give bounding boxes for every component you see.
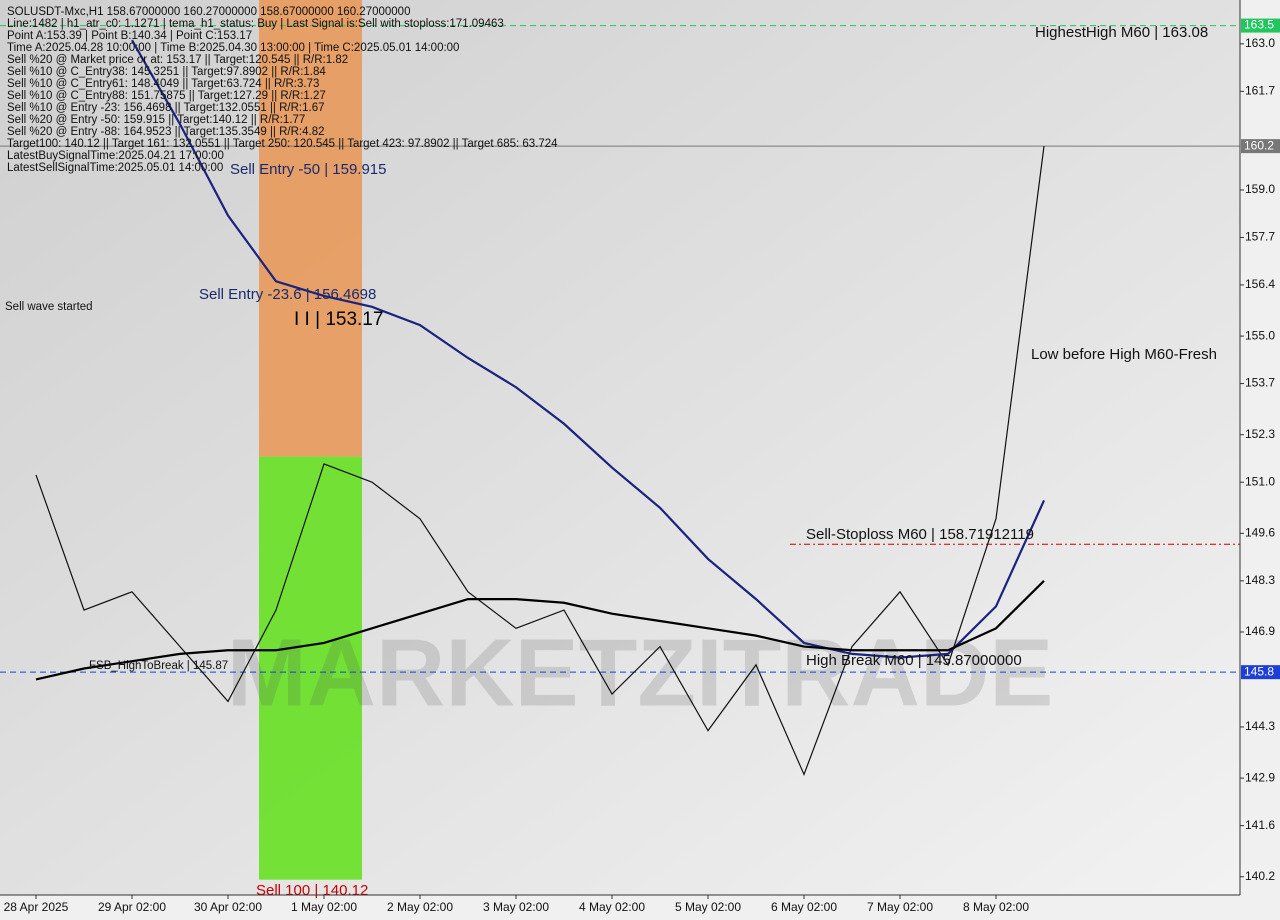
zone <box>259 456 362 880</box>
series-line <box>35 580 1045 681</box>
y-tick-label: 161.7 <box>1245 83 1275 97</box>
annotation: Sell Entry -50 | 159.915 <box>230 161 387 178</box>
y-tick-label: 142.9 <box>1245 770 1275 784</box>
level-tag <box>1241 18 1280 33</box>
y-tick-label: 140.2 <box>1245 869 1275 883</box>
series-line <box>35 146 1045 777</box>
level-label: 160.2 <box>1244 138 1274 152</box>
y-tick-label: 153.7 <box>1245 376 1275 390</box>
y-tick-label: 144.3 <box>1245 719 1275 733</box>
info-line: LatestBuySignalTime:2025.04.21 17:00:00 <box>7 150 224 162</box>
x-tick-label: 5 May 02:00 <box>675 900 741 914</box>
annotation: Sell 100 | 140.12 <box>256 882 368 899</box>
info-line: Sell %20 @ Entry -88: 164.9523 || Target… <box>7 126 325 138</box>
x-tick-label: 4 May 02:00 <box>579 900 645 914</box>
y-tick-label: 146.9 <box>1245 624 1275 638</box>
y-tick-label: 157.7 <box>1245 230 1275 244</box>
plot-area <box>0 0 1240 895</box>
annotation: Low before High M60-Fresh <box>1031 346 1217 363</box>
chart-title: SOLUSDT-Mxc,H1 158.67000000 160.27000000… <box>7 6 410 18</box>
annotation: High Break M60 | 145.87000000 <box>806 652 1022 669</box>
level-label: 145.8 <box>1244 664 1274 678</box>
x-tick-label: 29 Apr 02:00 <box>98 900 166 914</box>
info-line: Target100: 140.12 || Target 161: 132.055… <box>7 138 558 150</box>
info-line: Sell %10 @ C_Entry88: 151.75875 || Targe… <box>7 90 326 102</box>
level-tag <box>1241 139 1280 154</box>
y-tick-label: 149.6 <box>1245 526 1275 540</box>
x-tick-label: 6 May 02:00 <box>771 900 837 914</box>
x-tick-label: 3 May 02:00 <box>483 900 549 914</box>
info-line: Line:1482 | h1_atr_c0: 1.1271 | tema_h1_… <box>7 18 504 30</box>
y-tick-label: 159.0 <box>1245 182 1275 196</box>
y-tick-label: 156.4 <box>1245 277 1275 291</box>
annotation: Sell-Stoploss M60 | 158.71912119 <box>806 526 1034 543</box>
annotation: HighestHigh M60 | 163.08 <box>1035 24 1208 41</box>
y-tick-label: 148.3 <box>1245 573 1275 587</box>
info-line: Time A:2025.04.28 10:00:00 | Time B:2025… <box>7 42 459 54</box>
annotation: FSB_HighToBreak | 145.87 <box>89 660 228 672</box>
level-label: 163.5 <box>1244 18 1274 32</box>
info-line: Sell %10 @ C_Entry38: 145.3251 || Target… <box>7 66 326 78</box>
y-tick-label: 141.6 <box>1245 818 1275 832</box>
annotation: Sell wave started <box>5 301 93 313</box>
x-tick-label: 30 Apr 02:00 <box>194 900 262 914</box>
y-tick-label: 151.0 <box>1245 474 1275 488</box>
y-tick-label: 155.0 <box>1245 328 1275 342</box>
zone <box>259 0 362 457</box>
series-line <box>131 39 1046 659</box>
x-tick-label: 7 May 02:00 <box>867 900 933 914</box>
level-tag <box>1241 665 1280 680</box>
y-tick-label: 152.3 <box>1245 427 1275 441</box>
info-line: Sell %10 @ C_Entry61: 148.4049 || Target… <box>7 78 319 90</box>
x-tick-label: 1 May 02:00 <box>291 900 357 914</box>
info-line: Sell %20 @ Market price or at: 153.17 ||… <box>7 54 348 66</box>
info-line: Sell %10 @ Entry -23: 156.4698 || Target… <box>7 102 325 114</box>
y-tick-label: 163.0 <box>1245 36 1275 50</box>
x-tick-label: 2 May 02:00 <box>387 900 453 914</box>
info-line: LatestSellSignalTime:2025.05.01 14:00:00 <box>7 162 223 174</box>
watermark: MARKETZITRADE <box>227 619 1054 726</box>
annotation: I I | 153.17 <box>294 309 383 330</box>
info-line: Sell %20 @ Entry -50: 159.915 || Target:… <box>7 114 305 126</box>
info-line: Point A:153.39 | Point B:140.34 | Point … <box>7 30 252 42</box>
x-tick-label: 8 May 02:00 <box>963 900 1029 914</box>
x-tick-label: 28 Apr 2025 <box>4 900 69 914</box>
annotation: Sell Entry -23.6 | 156.4698 <box>199 286 376 303</box>
